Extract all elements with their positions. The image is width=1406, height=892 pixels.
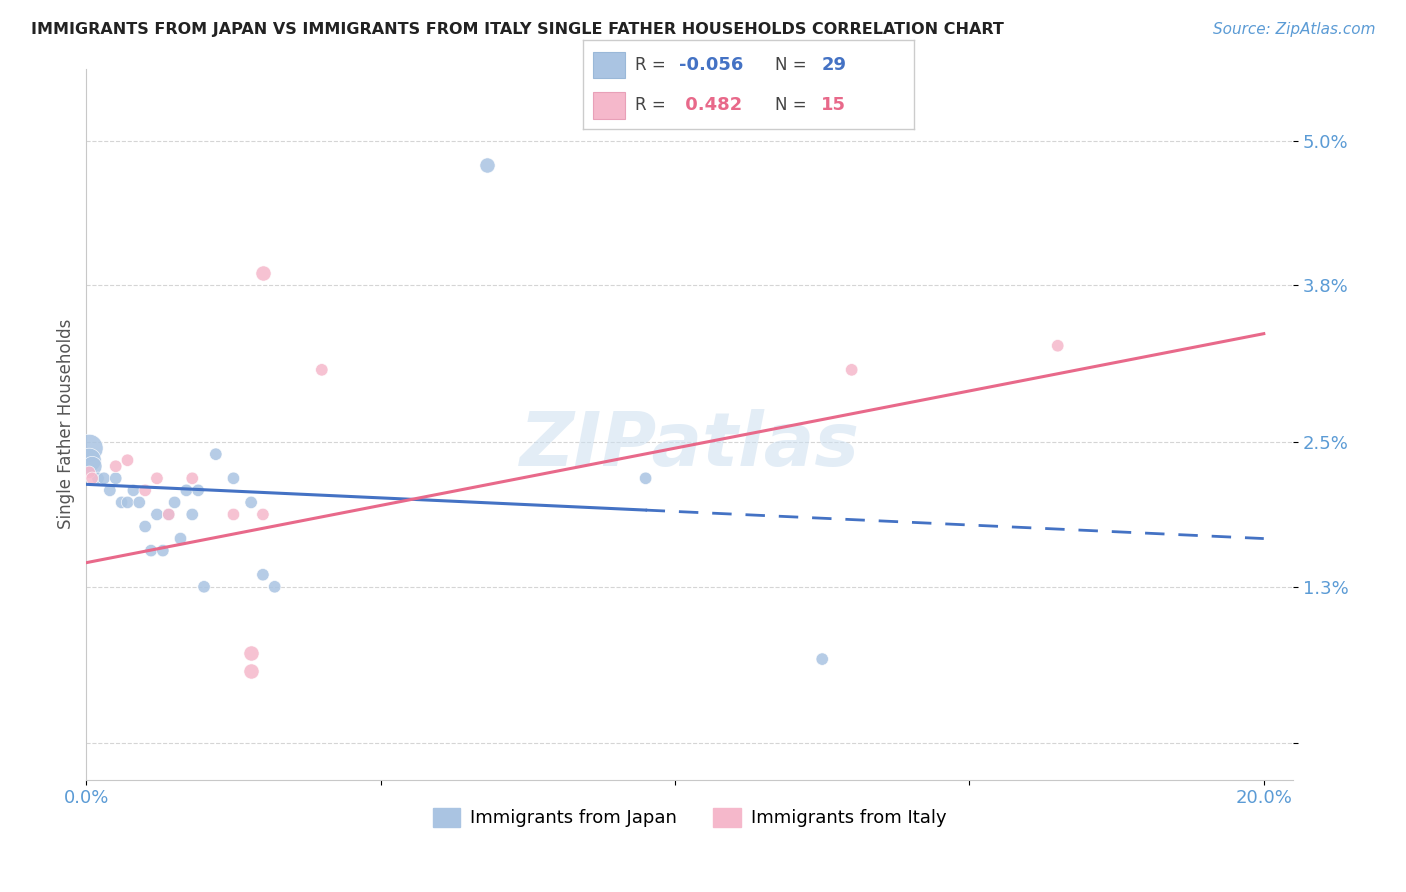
Point xyxy=(157,508,180,522)
Point xyxy=(146,508,169,522)
Point xyxy=(152,543,174,558)
Point xyxy=(252,267,274,281)
Text: R =: R = xyxy=(634,96,671,114)
Point xyxy=(77,453,100,467)
Point xyxy=(222,471,245,485)
Point xyxy=(128,495,150,509)
Point xyxy=(240,495,263,509)
Point xyxy=(157,508,180,522)
Point xyxy=(252,508,274,522)
Point xyxy=(204,447,226,461)
Point xyxy=(475,158,498,172)
Point xyxy=(77,441,100,455)
Point xyxy=(187,483,209,498)
Point xyxy=(163,495,186,509)
Point xyxy=(240,646,263,660)
Text: ZIPatlas: ZIPatlas xyxy=(520,409,859,482)
Text: 15: 15 xyxy=(821,96,846,114)
Point xyxy=(176,483,198,498)
Point xyxy=(311,363,333,377)
Point xyxy=(181,508,204,522)
Point xyxy=(1046,339,1069,353)
Point xyxy=(134,483,156,498)
Legend: Immigrants from Japan, Immigrants from Italy: Immigrants from Japan, Immigrants from I… xyxy=(425,801,955,835)
Text: 0.482: 0.482 xyxy=(679,96,742,114)
Point xyxy=(82,459,104,474)
Point xyxy=(252,567,274,582)
Point xyxy=(110,495,132,509)
Point xyxy=(139,543,162,558)
Text: Source: ZipAtlas.com: Source: ZipAtlas.com xyxy=(1212,22,1375,37)
Point xyxy=(263,580,285,594)
Text: -0.056: -0.056 xyxy=(679,56,744,74)
Point xyxy=(117,453,139,467)
Bar xyxy=(593,92,624,119)
Point xyxy=(82,471,104,485)
Text: N =: N = xyxy=(775,56,813,74)
Point xyxy=(181,471,204,485)
Point xyxy=(811,652,834,666)
Bar xyxy=(593,52,624,78)
Point xyxy=(240,664,263,678)
Point xyxy=(222,508,245,522)
Point xyxy=(104,471,127,485)
Point xyxy=(104,459,127,474)
Point xyxy=(93,471,115,485)
Text: IMMIGRANTS FROM JAPAN VS IMMIGRANTS FROM ITALY SINGLE FATHER HOUSEHOLDS CORRELAT: IMMIGRANTS FROM JAPAN VS IMMIGRANTS FROM… xyxy=(31,22,1004,37)
Point xyxy=(169,532,191,546)
Point xyxy=(634,471,657,485)
Y-axis label: Single Father Households: Single Father Households xyxy=(58,318,75,529)
Point xyxy=(98,483,121,498)
Point xyxy=(193,580,215,594)
Point xyxy=(117,495,139,509)
Point xyxy=(134,519,156,533)
Text: N =: N = xyxy=(775,96,813,114)
Point xyxy=(77,465,100,479)
Text: 29: 29 xyxy=(821,56,846,74)
Point xyxy=(146,471,169,485)
Point xyxy=(87,471,110,485)
Point xyxy=(841,363,863,377)
Point xyxy=(122,483,145,498)
Text: R =: R = xyxy=(634,56,671,74)
